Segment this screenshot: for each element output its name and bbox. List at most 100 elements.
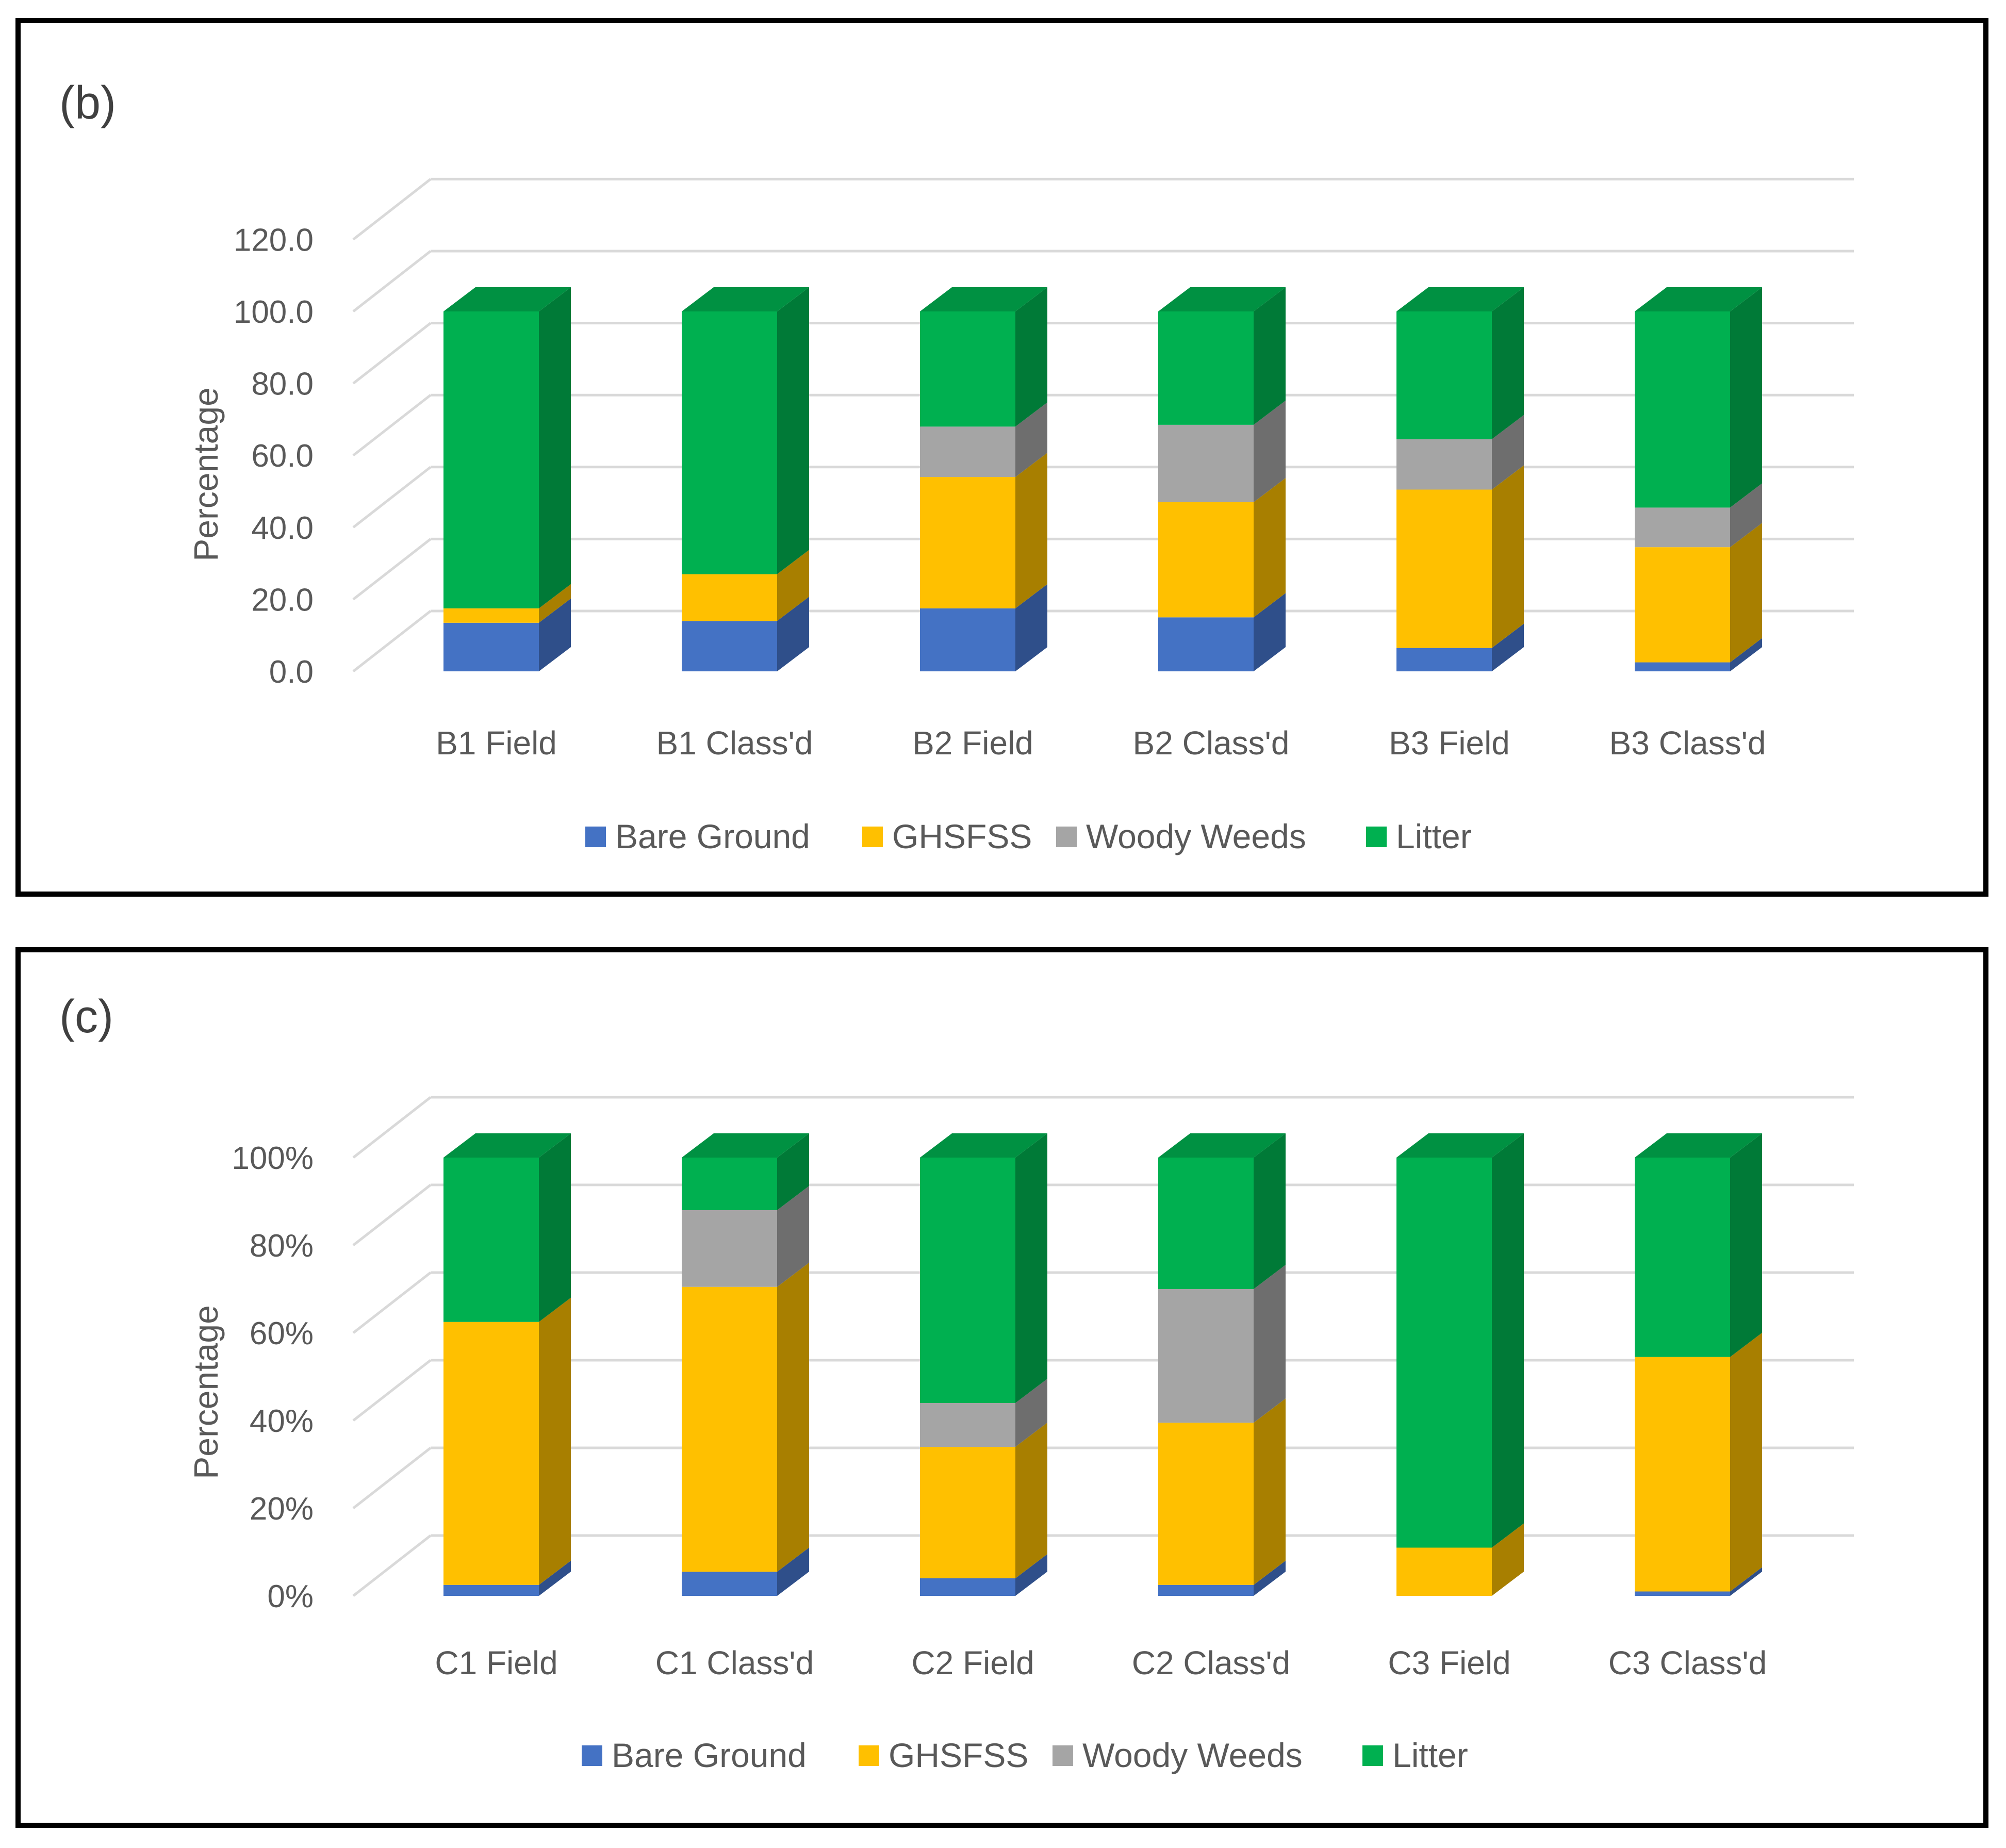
legend-label: Woody Weeds	[1086, 817, 1306, 855]
x-tick-label: C3 Class'd	[1608, 1644, 1767, 1681]
bar-side-litter	[1254, 1133, 1286, 1289]
bar-segment-litter	[920, 1158, 1015, 1403]
y-tick-label: 100.0	[234, 294, 314, 330]
bar-side-woody-weeds	[1492, 415, 1524, 490]
bar-side-ghsfss	[777, 550, 809, 621]
bar-side-litter	[539, 1133, 571, 1322]
bar-segment-ghsfss	[920, 1447, 1015, 1578]
legend-swatch-woody-weeds	[1056, 827, 1077, 847]
x-tick-label: B1 Class'd	[656, 724, 813, 762]
y-tick-label: 0.0	[269, 654, 314, 690]
bar-side-bare-ground	[777, 1547, 809, 1596]
gridline-diagonal	[352, 250, 432, 312]
gridline-diagonal	[352, 1096, 432, 1159]
legend-swatch-litter	[1366, 827, 1387, 847]
bar-segment-litter	[1158, 311, 1254, 425]
bar-side-litter	[1015, 1133, 1047, 1403]
bar-segment-ghsfss	[1396, 489, 1492, 648]
bar-segment-bare-ground	[443, 622, 539, 671]
bar-segment-ghsfss	[1396, 1547, 1492, 1596]
x-tick-label: C1 Class'd	[655, 1644, 814, 1681]
gridline-diagonal	[352, 538, 432, 601]
bar-side-bare-ground	[1730, 638, 1762, 671]
bar-side-ghsfss	[1254, 1398, 1286, 1585]
x-tick-label: B3 Field	[1389, 724, 1510, 762]
bar-side-ghsfss	[1254, 477, 1286, 618]
bar-segment-woody-weeds	[1158, 1289, 1254, 1423]
bar-segment-bare-ground	[682, 621, 777, 671]
bar-side-woody-weeds	[1254, 1265, 1286, 1423]
y-tick-label: 60.0	[251, 438, 314, 474]
bar-top	[1158, 1133, 1286, 1158]
bar-segment-bare-ground	[1396, 648, 1492, 671]
y-tick-label: 40.0	[251, 510, 314, 546]
x-tick-label: C2 Field	[911, 1644, 1034, 1681]
bar-top	[443, 287, 571, 311]
bar-top	[1396, 287, 1524, 311]
bar-segment-ghsfss	[1158, 1423, 1254, 1585]
bar-segment-litter	[1158, 1158, 1254, 1289]
x-tick-label: B3 Class'd	[1609, 724, 1766, 762]
legend-swatch-bare-ground	[585, 827, 606, 847]
legend-label: Litter	[1396, 817, 1472, 855]
bar-side-bare-ground	[539, 598, 571, 671]
y-tick-label: 20%	[250, 1491, 314, 1527]
bar-side-ghsfss	[1730, 1332, 1762, 1592]
gridline-diagonal	[352, 1184, 432, 1246]
y-tick-label: 40%	[250, 1404, 314, 1439]
bar-segment-woody-weeds	[920, 1403, 1015, 1447]
bar-segment-woody-weeds	[1635, 507, 1730, 548]
bar-side-bare-ground	[1015, 1554, 1047, 1596]
x-tick-label: C3 Field	[1388, 1644, 1510, 1681]
gridline-diagonal	[352, 1359, 432, 1422]
bar-segment-bare-ground	[443, 1585, 539, 1596]
bar-segment-bare-ground	[1158, 1585, 1254, 1596]
gridline-diagonal	[352, 1534, 432, 1597]
bar-side-bare-ground	[777, 597, 809, 671]
legend-swatch-ghsfss	[862, 827, 883, 847]
legend-label: Woody Weeds	[1082, 1736, 1303, 1774]
bar-segment-bare-ground	[1635, 1591, 1730, 1596]
bar-side-woody-weeds	[1730, 483, 1762, 548]
legend-swatch-bare-ground	[582, 1745, 602, 1766]
bar-side-woody-weeds	[1015, 402, 1047, 477]
bar-side-litter	[1492, 1133, 1524, 1548]
panel-label: (b)	[59, 77, 116, 129]
x-tick-label: B2 Field	[912, 724, 1033, 762]
bar-segment-litter	[1635, 1158, 1730, 1357]
chart-panel-b: (b) 0.0 20.0 40.0 60.0 80.0 100.0 120.0 Percen…	[15, 18, 1988, 897]
bar-side-ghsfss	[1015, 453, 1047, 608]
gridline-diagonal	[352, 178, 432, 241]
chart-c: (c) 0% 20% 40% 60% 80% 100% Percentage C1 Fie…	[59, 991, 1854, 1774]
bar-side-bare-ground	[539, 1560, 571, 1596]
bar-segment-litter	[682, 311, 777, 574]
bar-segment-bare-ground	[1158, 617, 1254, 671]
bar-segment-litter	[443, 1158, 539, 1322]
x-tick-label: C1 Field	[435, 1644, 557, 1681]
bar-side-ghsfss	[777, 1262, 809, 1572]
legend-swatch-ghsfss	[859, 1745, 879, 1766]
bar-segment-woody-weeds	[920, 426, 1015, 477]
bar-side-litter	[1730, 1133, 1762, 1357]
gridline-diagonal	[352, 1272, 432, 1334]
bar-segment-ghsfss	[443, 608, 539, 623]
bar-side-litter	[777, 1133, 809, 1210]
bar-top	[1635, 287, 1762, 311]
legend-swatch-woody-weeds	[1053, 1745, 1073, 1766]
bar-segment-ghsfss	[1158, 502, 1254, 618]
panel-label: (c)	[59, 991, 113, 1043]
bar-segment-bare-ground	[920, 608, 1015, 671]
legend-label: Litter	[1392, 1736, 1468, 1774]
y-tick-label: 120.0	[234, 222, 314, 258]
bar-segment-litter	[682, 1158, 777, 1210]
bar-segment-litter	[1396, 1158, 1492, 1548]
gridline-diagonal	[352, 610, 432, 672]
legend-label: GHSFSS	[892, 817, 1032, 855]
legend-swatch-litter	[1362, 1745, 1383, 1766]
bar-side-litter	[1492, 287, 1524, 439]
bar-segment-ghsfss	[443, 1322, 539, 1585]
bar-side-bare-ground	[1254, 1560, 1286, 1596]
y-tick-label: 20.0	[251, 582, 314, 618]
bar-side-woody-weeds	[1015, 1379, 1047, 1447]
y-tick-label: 0%	[267, 1579, 314, 1614]
